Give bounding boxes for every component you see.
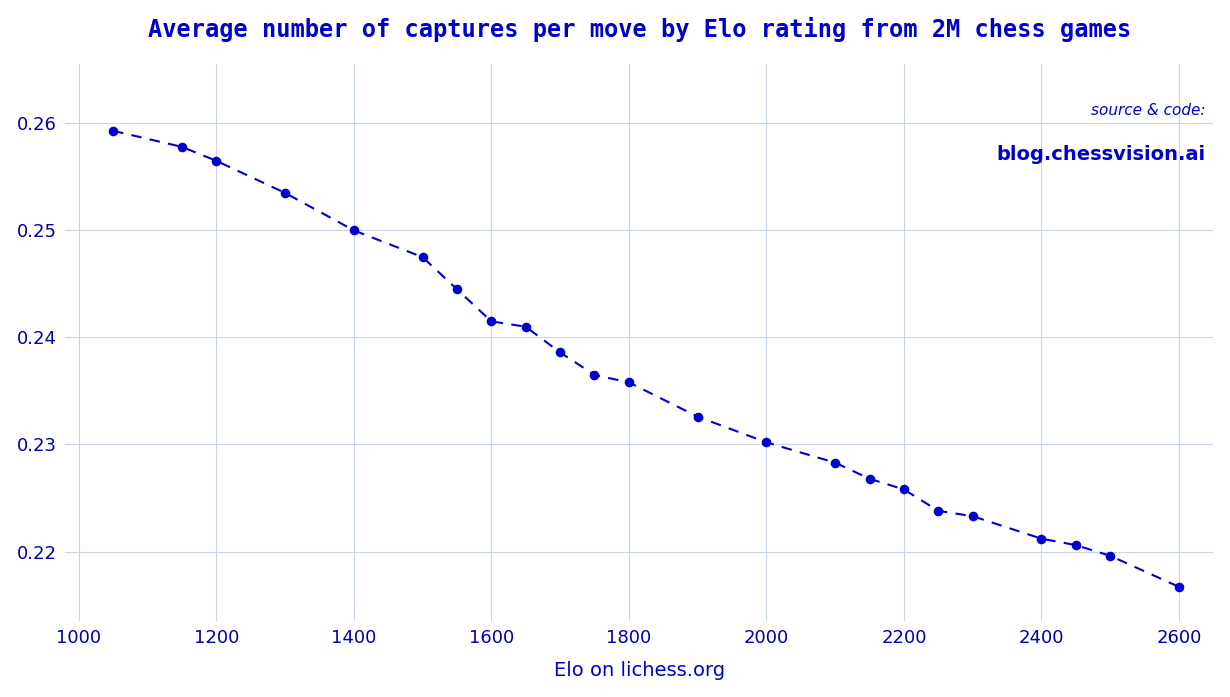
Text: source & code:: source & code:: [1091, 103, 1205, 118]
Point: [688, 411, 707, 422]
Point: [825, 457, 845, 468]
Point: [756, 437, 776, 448]
Point: [448, 284, 467, 295]
Point: [207, 155, 226, 167]
Point: [860, 473, 879, 484]
Point: [344, 225, 364, 236]
Point: [963, 511, 983, 522]
Point: [515, 321, 535, 332]
Point: [550, 347, 569, 358]
Point: [929, 505, 948, 516]
Point: [1032, 533, 1052, 544]
Point: [1168, 581, 1188, 592]
Point: [481, 316, 501, 327]
Point: [1066, 539, 1086, 551]
Point: [413, 252, 433, 263]
Text: blog.chessvision.ai: blog.chessvision.ai: [996, 145, 1205, 164]
Point: [103, 125, 123, 137]
Point: [276, 187, 295, 199]
Point: [894, 484, 914, 495]
Title: Average number of captures per move by Elo rating from 2M chess games: Average number of captures per move by E…: [148, 17, 1130, 42]
Point: [584, 369, 604, 381]
Point: [619, 377, 638, 388]
Point: [1101, 550, 1121, 561]
X-axis label: Elo on lichess.org: Elo on lichess.org: [554, 661, 724, 680]
Point: [172, 141, 192, 153]
